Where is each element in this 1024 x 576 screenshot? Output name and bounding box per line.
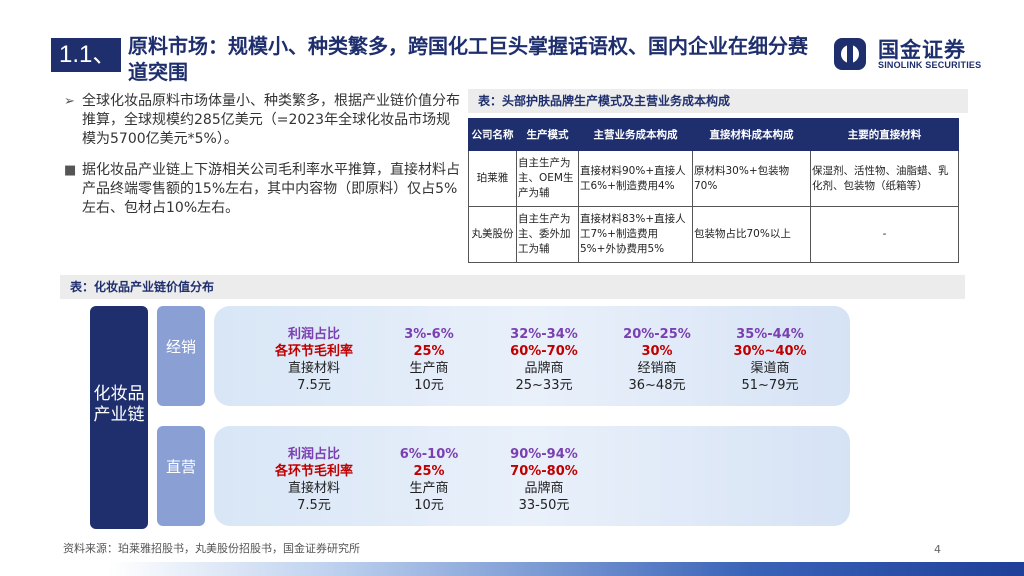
direct-chain-panel: 利润占比 各环节毛利率 直接材料 7.5元 6%-10% 25% 生产商 10元… (214, 426, 850, 526)
square-bullet-icon: ■ (64, 163, 77, 178)
bullet-text: 全球化妆品原料市场体量小、种类繁多，根据产业链价值分布推算，全球规模约285亿美… (82, 93, 460, 147)
table-cell: 保湿剂、活性物、油脂蜡、乳化剂、包装物（纸箱等） (810, 150, 959, 207)
arrow-bullet-icon: ➢ (64, 94, 75, 109)
gross-margin: 25% (413, 344, 445, 359)
footer-gradient-bar (108, 562, 1024, 576)
chain-column: 32%-34% 60%-70% 品牌商 25~33元 (484, 326, 604, 394)
chain-column: 利润占比 各环节毛利率 直接材料 7.5元 (254, 326, 374, 394)
chain-stage: 生产商 (409, 361, 449, 376)
stage-price: 10元 (414, 378, 444, 393)
profit-share: 6%-10% (399, 447, 459, 462)
table-caption: 表：头部护肤品牌生产模式及主营业务成本构成 (468, 89, 968, 113)
table-header-row: 公司名称 生产模式 主营业务成本构成 直接材料成本构成 主要的直接材料 (468, 118, 959, 151)
logo-english-name: SINOLINK SECURITIES (878, 60, 982, 70)
section-number: 1.1、 (51, 38, 121, 72)
sinolink-logo-icon (834, 38, 866, 70)
chain-column: 90%-94% 70%-80% 品牌商 33-50元 (484, 446, 604, 514)
chain-column: 20%-25% 30% 经销商 36~48元 (597, 326, 717, 394)
chain-stage: 直接材料 (287, 481, 340, 496)
value-chain-label: 化妆品产业链 (90, 306, 148, 529)
profit-share: 90%-94% (510, 447, 578, 462)
gross-margin: 各环节毛利率 (274, 344, 353, 359)
profit-share: 20%-25% (623, 327, 691, 342)
bullet-item: ■ 据化妆品产业链上下游相关公司毛利率水平推算，直接材料占产品终端零售额的15%… (64, 161, 460, 218)
table-cell: 丸美股份 (468, 206, 517, 263)
table-cell: - (810, 206, 959, 263)
stage-price: 10元 (414, 498, 444, 513)
table-cell: 包装物占比70%以上 (692, 206, 811, 263)
table-header-cell: 直接材料成本构成 (692, 118, 811, 151)
table-cell: 原材料30%+包装物70% (692, 150, 811, 207)
chain-column: 3%-6% 25% 生产商 10元 (369, 326, 489, 394)
bullet-text: 据化妆品产业链上下游相关公司毛利率水平推算，直接材料占产品终端零售额的15%左右… (82, 162, 460, 216)
gross-margin: 70%-80% (510, 464, 578, 479)
chain-stage: 生产商 (409, 481, 449, 496)
gross-margin: 各环节毛利率 (274, 464, 353, 479)
profit-share: 利润占比 (287, 447, 340, 462)
chain-column: 6%-10% 25% 生产商 10元 (369, 446, 489, 514)
stage-price: 7.5元 (297, 378, 331, 393)
stage-price: 25~33元 (515, 378, 573, 393)
table-cell: 直接材料83%+直接人工7%+制造费用5%+外协费用5% (578, 206, 693, 263)
table-header-cell: 主营业务成本构成 (578, 118, 693, 151)
table-row: 珀莱雅 自主生产为主、OEM生产为辅 直接材料90%+直接人工6%+制造费用4%… (468, 150, 959, 207)
mode-distribution-label: 经销 (157, 306, 205, 406)
chain-stage: 品牌商 (524, 481, 564, 496)
chain-caption: 表：化妆品产业链价值分布 (60, 275, 965, 299)
table-header-cell: 主要的直接材料 (810, 118, 959, 151)
table-header-cell: 公司名称 (468, 118, 517, 151)
chain-stage: 直接材料 (287, 361, 340, 376)
source-note: 资料来源：珀莱雅招股书，丸美股份招股书，国金证券研究所 (63, 542, 360, 555)
table-row: 丸美股份 自主生产为主、委外加工为辅 直接材料83%+直接人工7%+制造费用5%… (468, 206, 959, 263)
gross-margin: 60%-70% (510, 344, 578, 359)
logo-chinese-name: 国金证券 (878, 38, 966, 62)
stage-price: 33-50元 (518, 498, 570, 513)
distribution-chain-panel: 利润占比 各环节毛利率 直接材料 7.5元 3%-6% 25% 生产商 10元 … (214, 306, 850, 406)
profit-share: 3%-6% (404, 327, 454, 342)
chain-column: 利润占比 各环节毛利率 直接材料 7.5元 (254, 446, 374, 514)
gross-margin: 25% (413, 464, 445, 479)
bullet-list: ➢ 全球化妆品原料市场体量小、种类繁多，根据产业链价值分布推算，全球规模约285… (64, 92, 460, 230)
stage-price: 36~48元 (628, 378, 686, 393)
table-header-cell: 生产模式 (516, 118, 579, 151)
table-cell: 直接材料90%+直接人工6%+制造费用4% (578, 150, 693, 207)
brand-cost-table: 公司名称 生产模式 主营业务成本构成 直接材料成本构成 主要的直接材料 珀莱雅 … (468, 118, 959, 263)
stage-price: 7.5元 (297, 498, 331, 513)
gross-margin: 30%~40% (733, 344, 807, 359)
bullet-item: ➢ 全球化妆品原料市场体量小、种类繁多，根据产业链价值分布推算，全球规模约285… (64, 92, 460, 149)
profit-share: 35%-44% (736, 327, 804, 342)
table-cell: 自主生产为主、OEM生产为辅 (516, 150, 579, 207)
page-number: 4 (934, 543, 941, 556)
mode-direct-label: 直营 (157, 426, 205, 526)
table-cell: 珀莱雅 (468, 150, 517, 207)
chain-stage: 渠道商 (750, 361, 790, 376)
gross-margin: 30% (641, 344, 673, 359)
chain-stage: 品牌商 (524, 361, 564, 376)
profit-share: 32%-34% (510, 327, 578, 342)
profit-share: 利润占比 (287, 327, 340, 342)
page-title: 原料市场：规模小、种类繁多，跨国化工巨头掌握话语权、国内企业在细分赛道突围 (128, 34, 808, 84)
stage-price: 51~79元 (741, 378, 799, 393)
chain-column: 35%-44% 30%~40% 渠道商 51~79元 (710, 326, 830, 394)
chain-stage: 经销商 (637, 361, 677, 376)
company-logo: 国金证券 SINOLINK SECURITIES (832, 34, 1002, 74)
table-cell: 自主生产为主、委外加工为辅 (516, 206, 579, 263)
